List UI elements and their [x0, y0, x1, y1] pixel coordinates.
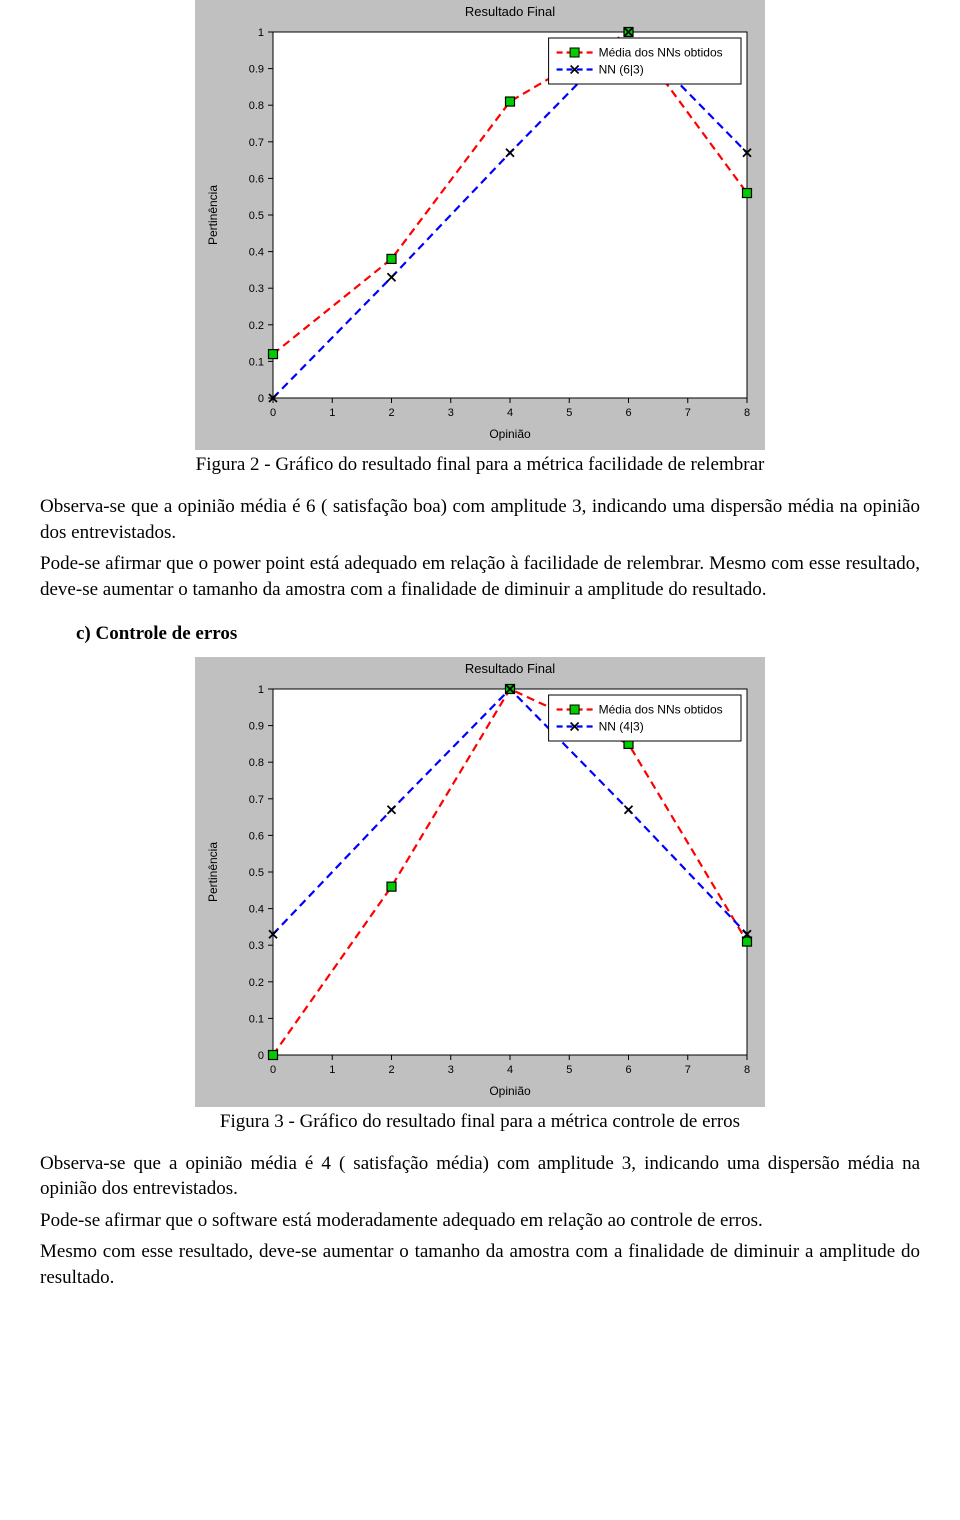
para-2b: Pode-se afirmar que o software está mode…: [40, 1208, 920, 1234]
svg-text:NN (6|3): NN (6|3): [599, 63, 644, 77]
svg-text:0.6: 0.6: [249, 173, 264, 185]
figure2-caption: Figura 2 - Gráfico do resultado final pa…: [40, 454, 920, 476]
para-2a: Observa-se que a opinião média é 4 ( sat…: [40, 1151, 920, 1202]
svg-text:0: 0: [258, 1050, 264, 1062]
svg-text:Opinião: Opinião: [489, 1084, 531, 1098]
svg-text:8: 8: [744, 407, 750, 419]
svg-text:4: 4: [507, 407, 513, 419]
svg-text:0.5: 0.5: [249, 867, 264, 879]
section-c-heading: c) Controle de erros: [76, 623, 920, 645]
svg-text:0.4: 0.4: [249, 247, 264, 259]
svg-text:0: 0: [270, 407, 276, 419]
svg-text:7: 7: [685, 407, 691, 419]
svg-text:0.9: 0.9: [249, 720, 264, 732]
svg-text:0.8: 0.8: [249, 757, 264, 769]
svg-text:0.5: 0.5: [249, 210, 264, 222]
svg-text:0.3: 0.3: [249, 940, 264, 952]
figure3-caption: Figura 3 - Gráfico do resultado final pa…: [40, 1111, 920, 1133]
svg-text:0.6: 0.6: [249, 830, 264, 842]
svg-text:Resultado Final: Resultado Final: [465, 4, 555, 19]
svg-text:0.7: 0.7: [249, 793, 264, 805]
svg-text:0.3: 0.3: [249, 283, 264, 295]
para-2c: Mesmo com esse resultado, deve-se aument…: [40, 1239, 920, 1290]
chart1-wrap: 0 1 2 3 4 5 6 7 8 0 0.1 0.2 0.3 0.4 0.5 0.6 0.7 0.8 0.9 1 Re…: [40, 0, 920, 450]
svg-text:8: 8: [744, 1064, 750, 1076]
svg-text:0.9: 0.9: [249, 64, 264, 76]
svg-text:Pertinência: Pertinência: [206, 841, 220, 901]
svg-text:4: 4: [507, 1064, 513, 1076]
svg-text:0.4: 0.4: [249, 903, 264, 915]
svg-text:5: 5: [566, 1064, 572, 1076]
svg-text:Média dos NNs obtidos: Média dos NNs obtidos: [599, 702, 723, 716]
svg-text:3: 3: [448, 407, 454, 419]
para-1b: Pode-se afirmar que o power point está a…: [40, 551, 920, 602]
svg-text:NN (4|3): NN (4|3): [599, 719, 644, 733]
svg-text:Resultado Final: Resultado Final: [465, 661, 555, 676]
svg-text:6: 6: [625, 1064, 631, 1076]
svg-text:Opinião: Opinião: [489, 427, 531, 441]
para-1a: Observa-se que a opinião média é 6 ( sat…: [40, 494, 920, 545]
chart2-wrap: 0 1 2 3 4 5 6 7 8 0 0.1 0.2 0.3 0.4 0.5 0.6 0.7 0.8 0.9 1 Re…: [40, 657, 920, 1107]
svg-text:2: 2: [388, 407, 394, 419]
svg-text:1: 1: [329, 407, 335, 419]
svg-text:1: 1: [258, 27, 264, 39]
svg-text:3: 3: [448, 1064, 454, 1076]
chart1: 0 1 2 3 4 5 6 7 8 0 0.1 0.2 0.3 0.4 0.5 0.6 0.7 0.8 0.9 1 Re…: [195, 0, 765, 450]
svg-text:Pertinência: Pertinência: [206, 185, 220, 245]
svg-text:0.1: 0.1: [249, 356, 264, 368]
svg-text:5: 5: [566, 407, 572, 419]
svg-text:1: 1: [258, 684, 264, 696]
svg-text:6: 6: [625, 407, 631, 419]
svg-text:Média dos NNs obtidos: Média dos NNs obtidos: [599, 46, 723, 60]
svg-text:0.1: 0.1: [249, 1013, 264, 1025]
svg-text:0.8: 0.8: [249, 100, 264, 112]
svg-text:0: 0: [258, 393, 264, 405]
svg-text:0.2: 0.2: [249, 320, 264, 332]
svg-text:7: 7: [685, 1064, 691, 1076]
svg-text:1: 1: [329, 1064, 335, 1076]
chart2: 0 1 2 3 4 5 6 7 8 0 0.1 0.2 0.3 0.4 0.5 0.6 0.7 0.8 0.9 1 Re…: [195, 657, 765, 1107]
page: 0 1 2 3 4 5 6 7 8 0 0.1 0.2 0.3 0.4 0.5 0.6 0.7 0.8 0.9 1 Re…: [0, 0, 960, 1337]
svg-text:0.7: 0.7: [249, 137, 264, 149]
svg-text:0: 0: [270, 1064, 276, 1076]
svg-text:0.2: 0.2: [249, 976, 264, 988]
svg-text:2: 2: [388, 1064, 394, 1076]
